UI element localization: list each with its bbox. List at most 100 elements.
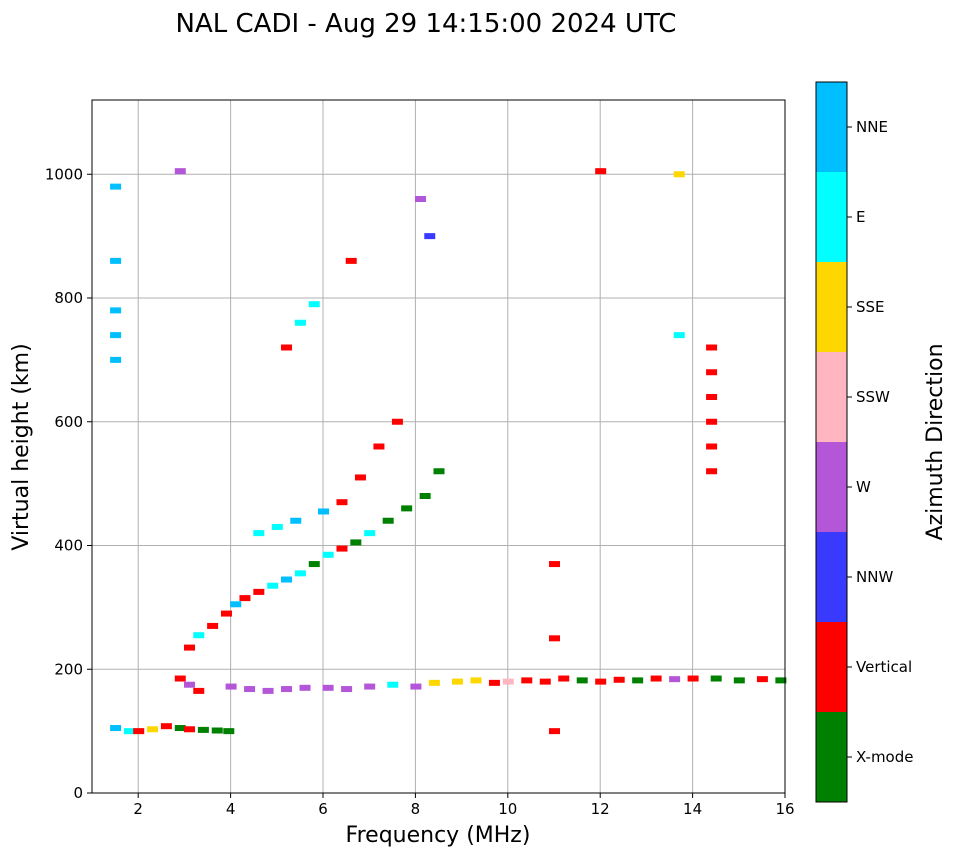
y-tick-label: 1000: [45, 165, 83, 183]
colorbar-segment: [816, 262, 847, 352]
echo-point: [244, 686, 256, 693]
echo-point: [211, 727, 223, 734]
echo-point: [110, 257, 122, 264]
echo-point: [267, 582, 279, 589]
echo-point: [220, 610, 232, 617]
echo-point: [673, 332, 685, 339]
x-tick-label: 2: [133, 800, 143, 818]
echo-point: [223, 728, 235, 735]
echo-point: [336, 499, 348, 506]
colorbar-category-label: Vertical: [856, 658, 912, 676]
echo-point: [391, 418, 403, 425]
plot-frame: [91, 99, 786, 794]
echo-point: [673, 171, 685, 178]
echo-point: [193, 687, 205, 694]
colorbar: X-mode Vertical NNW W SSW SSE E NNE: [815, 81, 913, 803]
echo-point: [281, 686, 293, 693]
echo-point: [110, 356, 122, 363]
data-points: [110, 168, 787, 735]
echo-point: [364, 530, 376, 537]
echo-point: [558, 675, 570, 682]
echo-point: [193, 632, 205, 639]
echo-point: [147, 726, 159, 733]
echo-point: [322, 684, 334, 691]
echo-point: [470, 677, 482, 684]
echo-point: [133, 728, 145, 735]
echo-point: [549, 728, 560, 735]
y-tick-label: 0: [73, 784, 83, 802]
echo-point: [576, 677, 588, 684]
x-tick-label: 6: [318, 800, 328, 818]
chart-title: NAL CADI - Aug 29 14:15:00 2024 UTC: [176, 9, 677, 39]
echo-point: [230, 601, 242, 608]
echo-point: [123, 728, 135, 735]
echo-point: [595, 678, 607, 685]
echo-point: [433, 468, 445, 475]
y-tick-label: 200: [54, 660, 83, 678]
echo-point: [424, 233, 436, 240]
echo-point: [322, 551, 334, 558]
echo-point: [710, 675, 722, 682]
echo-point: [294, 319, 306, 326]
colorbar-category-label: NNE: [856, 118, 888, 136]
echo-point: [613, 676, 625, 683]
echo-point: [299, 684, 311, 691]
echo-point: [650, 675, 662, 682]
echo-point: [174, 675, 186, 682]
x-tick-label: 10: [498, 800, 517, 818]
echo-point: [502, 678, 514, 685]
echo-point: [174, 168, 186, 175]
echo-point: [160, 723, 172, 730]
echo-point: [706, 468, 718, 475]
echo-point: [539, 678, 551, 685]
echo-point: [308, 561, 320, 568]
echo-point: [174, 725, 186, 732]
x-tick-label: 8: [411, 800, 421, 818]
echo-point: [549, 561, 560, 568]
echo-point: [549, 635, 560, 642]
x-tick-label: 16: [775, 800, 794, 818]
echo-point: [354, 474, 366, 481]
echo-point: [184, 644, 196, 651]
echo-point: [341, 686, 353, 693]
y-tick-label: 600: [54, 413, 83, 431]
colorbar-segment: [816, 622, 847, 712]
echo-point: [350, 539, 362, 546]
echo-point: [281, 576, 293, 583]
echo-point: [733, 677, 745, 684]
colorbar-category-label: SSW: [856, 388, 890, 406]
echo-point: [364, 683, 376, 690]
colorbar-segment: [816, 532, 847, 622]
echo-point: [110, 725, 122, 732]
echo-point: [318, 508, 329, 515]
echo-point: [110, 183, 122, 190]
colorbar-frame: [815, 81, 848, 803]
echo-point: [184, 681, 196, 688]
colorbar-label: Azimuth Direction: [923, 343, 948, 540]
echo-point: [706, 394, 718, 400]
x-tick-label: 14: [683, 800, 702, 818]
echo-point: [706, 369, 718, 376]
colorbar-segment: [816, 442, 847, 532]
colorbar-segment: [816, 352, 847, 442]
echo-point: [336, 545, 348, 552]
echo-point: [207, 622, 219, 629]
echo-point: [382, 517, 394, 524]
echo-point: [110, 332, 122, 339]
x-axis-label: Frequency (MHz): [346, 823, 531, 848]
echo-point: [110, 307, 122, 314]
colorbar-segment: [816, 712, 847, 802]
x-axis-ticks: 2 4 6 8 10 12 14 16: [133, 793, 795, 818]
echo-point: [706, 443, 718, 450]
echo-point: [775, 677, 787, 684]
grid: [92, 100, 785, 793]
y-axis-label: Virtual height (km): [9, 343, 34, 550]
echo-point: [706, 418, 718, 425]
echo-point: [197, 726, 209, 733]
echo-point: [262, 687, 274, 694]
colorbar-category-label: W: [856, 478, 871, 496]
echo-point: [488, 679, 500, 686]
colorbar-segment: [816, 172, 847, 262]
echo-point: [294, 570, 306, 577]
echo-point: [281, 344, 293, 351]
